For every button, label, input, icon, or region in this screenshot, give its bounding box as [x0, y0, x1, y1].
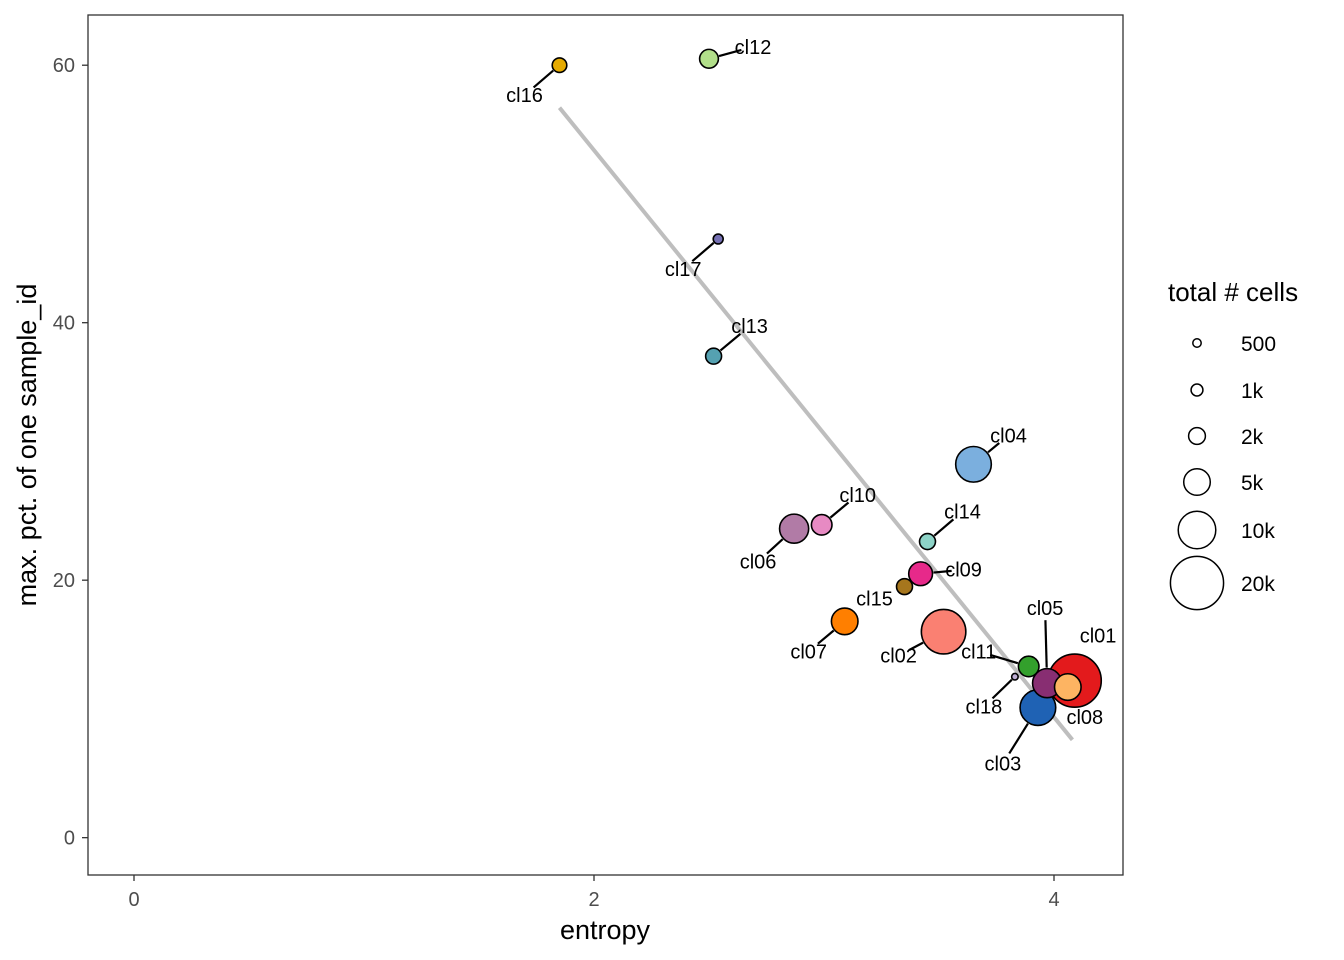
point-cl15 [895, 577, 914, 596]
point-label-cl09: cl09 [945, 560, 982, 582]
point-label-cl13: cl13 [731, 316, 768, 338]
legend-label-1k: 1k [1241, 380, 1264, 403]
points-layer [551, 48, 1103, 727]
legend-key-5k [1182, 467, 1212, 497]
point-label-cl15: cl15 [856, 589, 893, 611]
y-tick-label: 60 [53, 55, 75, 77]
legend-label-20k: 20k [1241, 573, 1275, 596]
point-cl12 [698, 48, 720, 69]
x-tick-label: 0 [128, 889, 139, 911]
x-tick-label: 2 [588, 889, 599, 911]
trend-line-layer [557, 106, 1074, 742]
legend-label-2k: 2k [1241, 426, 1264, 449]
label-leader-line [532, 69, 554, 89]
point-label-cl04: cl04 [990, 425, 1027, 447]
x-axis: 0 2 4 [128, 875, 1060, 911]
y-tick-label: 0 [64, 828, 75, 850]
point-cl16 [551, 57, 568, 74]
point-label-cl03: cl03 [985, 754, 1022, 776]
point-label-cl14: cl14 [944, 502, 981, 524]
point-cl10 [810, 513, 833, 536]
point-label-cl11: cl11 [961, 641, 996, 663]
label-leader-line [991, 678, 1013, 700]
trend-line [557, 106, 1074, 742]
point-cl08 [1053, 672, 1082, 702]
point-cl02 [920, 608, 967, 655]
point-cl09 [907, 561, 934, 587]
label-leader-line [933, 518, 955, 537]
legend-label-5k: 5k [1241, 472, 1264, 495]
label-leader-line [933, 569, 952, 574]
legend-key-2k [1187, 426, 1207, 446]
label-leader-line [987, 442, 1000, 454]
y-tick-label: 20 [53, 570, 75, 592]
label-leader-lines [532, 48, 1080, 755]
legend-label-10k: 10k [1241, 520, 1275, 543]
point-label-cl17: cl17 [665, 259, 702, 281]
x-tick-label: 4 [1048, 889, 1059, 911]
y-axis: 0 20 40 60 [53, 55, 88, 850]
legend-key-1k [1190, 383, 1204, 397]
label-leader-line [719, 333, 742, 352]
point-cl14 [918, 532, 937, 551]
label-leader-line [766, 538, 784, 555]
label-leader-line [1044, 620, 1048, 668]
point-labels-layer: cl01 cl02 cl03 cl04 cl05 cl06 cl07 cl08 cl09 cl10… [506, 37, 1116, 776]
label-leader-line [989, 653, 1019, 665]
point-label-cl07: cl07 [790, 641, 827, 663]
label-leader-line [1008, 723, 1029, 755]
label-leader-line [691, 242, 715, 263]
legend-key-500 [1192, 338, 1202, 348]
y-tick-label: 40 [53, 313, 75, 335]
point-label-cl01: cl01 [1080, 626, 1117, 648]
y-axis-title: max. pct. of one sample_id [12, 284, 42, 607]
legend-key-10k [1177, 510, 1217, 550]
label-leader-line [829, 501, 850, 519]
label-leader-line [908, 641, 924, 652]
point-label-cl02: cl02 [880, 646, 917, 668]
point-cl07 [830, 607, 859, 636]
point-cl04 [954, 445, 993, 483]
point-label-cl16: cl16 [506, 85, 543, 107]
point-cl17 [712, 233, 724, 245]
point-cl18 [1010, 672, 1019, 681]
point-cl06 [778, 513, 810, 545]
point-label-cl06: cl06 [740, 552, 777, 574]
point-cl13 [704, 347, 723, 365]
label-leader-line [817, 629, 835, 645]
label-leader-line [718, 48, 742, 58]
point-cl11 [1017, 655, 1040, 678]
legend-key-20k [1169, 555, 1225, 611]
plot-panel [87, 14, 1124, 876]
point-label-cl10: cl10 [839, 485, 876, 507]
point-label-cl18: cl18 [966, 697, 1003, 719]
x-axis-title: entropy [560, 915, 651, 945]
point-label-cl05: cl05 [1027, 598, 1064, 620]
point-label-cl08: cl08 [1066, 707, 1103, 729]
point-label-cl12: cl12 [735, 37, 772, 59]
size-legend: total # cells 500 1k 2k 5k 10k 20k [1168, 277, 1298, 611]
legend-title: total # cells [1168, 277, 1298, 307]
legend-label-500: 500 [1241, 333, 1276, 356]
